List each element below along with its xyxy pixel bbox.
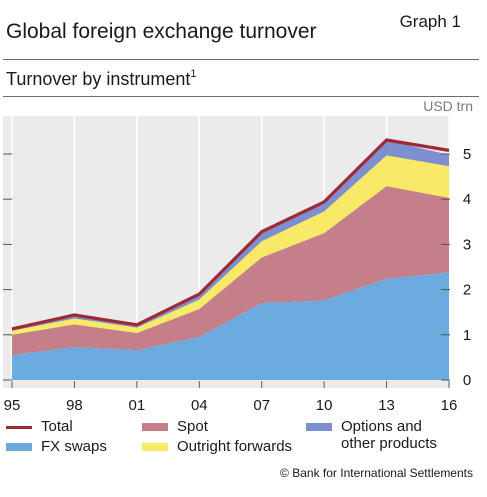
copyright-footer: © Bank for International Settlements bbox=[280, 466, 473, 480]
y-axis-unit-label: USD trn bbox=[423, 98, 473, 114]
area-outright-forwards bbox=[12, 155, 449, 335]
total-line-layer bbox=[11, 138, 450, 331]
area-fx-swaps bbox=[12, 272, 449, 380]
x-tick-label-10: 10 bbox=[316, 397, 333, 414]
x-tick-label-01: 01 bbox=[129, 397, 146, 414]
y-tick-label-5: 5 bbox=[463, 146, 471, 163]
x-tick-label-98: 98 bbox=[66, 397, 83, 414]
subtitle-footnote-marker: 1 bbox=[190, 68, 197, 80]
y-tick-label-4: 4 bbox=[463, 191, 471, 208]
x-tick-label-07: 07 bbox=[253, 397, 270, 414]
subtitle-divider bbox=[3, 96, 479, 97]
y-tick-label-3: 3 bbox=[463, 236, 471, 253]
y-tick-label-1: 1 bbox=[463, 327, 471, 344]
x-tick-label-95: 95 bbox=[4, 397, 21, 414]
area-spot bbox=[12, 186, 449, 356]
graph-number-label: Graph 1 bbox=[399, 12, 461, 31]
total-line bbox=[11, 138, 450, 331]
x-tick-label-13: 13 bbox=[378, 397, 395, 414]
subtitle-text: Turnover by instrument bbox=[6, 69, 191, 89]
title-divider bbox=[3, 59, 479, 60]
chart-subtitle: Turnover by instrument1 bbox=[6, 68, 197, 90]
chart-title: Global foreign exchange turnover bbox=[6, 20, 317, 43]
x-tick-label-04: 04 bbox=[191, 397, 208, 414]
x-tick-label-16: 16 bbox=[441, 397, 458, 414]
y-tick-label-0: 0 bbox=[463, 372, 471, 389]
y-tick-label-2: 2 bbox=[463, 282, 471, 299]
